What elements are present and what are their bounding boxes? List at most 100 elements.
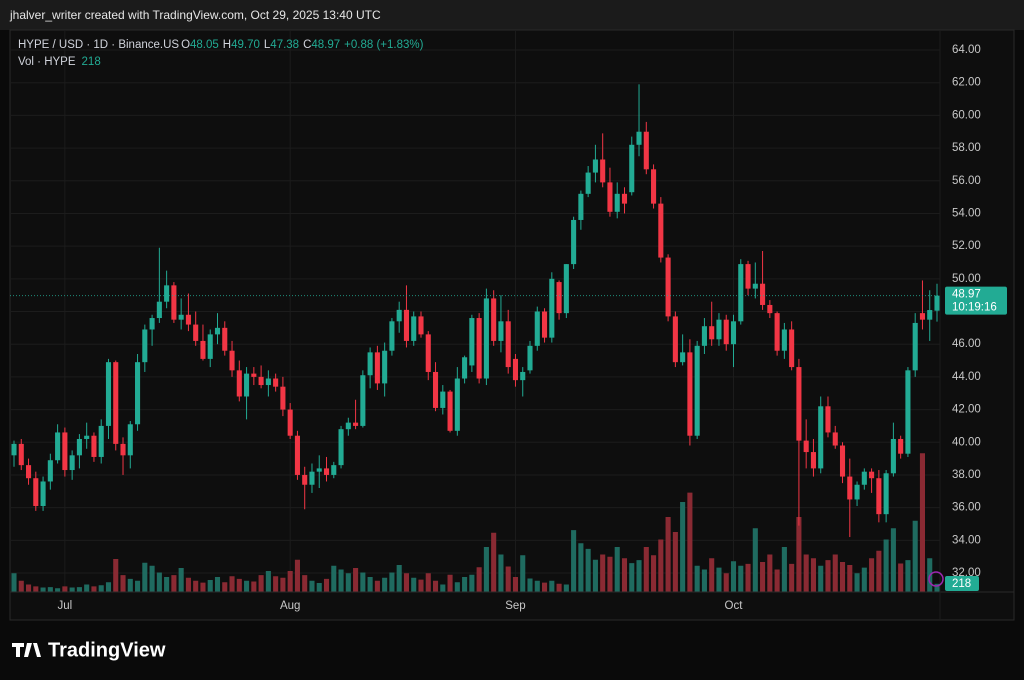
volume-bar — [251, 581, 257, 592]
candle-body — [47, 460, 53, 482]
price-tag-value: 48.97 — [952, 289, 981, 301]
volume-bar — [244, 580, 250, 592]
volume-bar — [447, 574, 453, 592]
candle-body — [621, 193, 628, 204]
candle-body — [854, 484, 860, 500]
overlay: 32.0034.0036.0038.0040.0042.0044.0046.00… — [10, 30, 1014, 620]
candle-body — [571, 219, 577, 265]
candle-body — [229, 350, 235, 371]
volume-bar — [869, 558, 875, 592]
candle-body — [353, 422, 359, 426]
candle-body — [658, 203, 664, 258]
volume-bar — [127, 578, 133, 592]
volume-title: Vol · HYPE — [18, 56, 76, 68]
x-tick-label: Jul — [58, 600, 73, 612]
volume-bar — [265, 571, 271, 592]
volume-bar — [69, 587, 75, 592]
candle-body — [520, 371, 526, 381]
volume-bar — [33, 586, 39, 592]
candle-body — [614, 193, 620, 212]
legend-key: L — [264, 39, 271, 51]
volume-bar — [781, 547, 787, 592]
candle-body — [33, 478, 39, 506]
volume-bar — [62, 586, 68, 592]
candle-body — [309, 471, 315, 485]
candle-body — [432, 371, 439, 408]
volume-bar — [876, 550, 882, 592]
candle-body — [403, 309, 410, 341]
volume-bar — [273, 576, 279, 592]
candle-body — [244, 373, 250, 397]
y-tick-label: 36.00 — [952, 502, 981, 514]
candle-body — [723, 319, 729, 345]
volume-bar — [229, 576, 235, 592]
volume-bar — [861, 567, 867, 592]
candle-body — [600, 159, 606, 183]
candle-body — [40, 481, 46, 506]
volume-bar — [360, 572, 366, 592]
volume-bar — [839, 562, 846, 592]
volume-last: 218 — [82, 56, 101, 68]
volume-bar — [302, 575, 308, 592]
volume-bar — [498, 554, 504, 592]
chart-panel — [9, 29, 1015, 621]
y-tick-label: 50.00 — [952, 273, 981, 285]
volume-bar — [701, 569, 707, 592]
volume-bar — [236, 578, 242, 592]
candle-body — [839, 445, 846, 477]
volume-tag-value: 218 — [952, 578, 971, 590]
candle-body — [18, 443, 24, 466]
legend-change: +0.88 (+1.83%) — [344, 39, 423, 51]
candle-body — [512, 358, 519, 381]
candle-body — [578, 193, 584, 220]
candle-body — [796, 367, 802, 441]
volume-bar — [716, 567, 722, 592]
y-tick-label: 52.00 — [952, 240, 981, 252]
candle-body — [105, 362, 112, 426]
volume-bar — [185, 577, 191, 592]
candle-body — [847, 476, 853, 500]
volume-bar — [527, 578, 533, 592]
volume-bar — [142, 562, 148, 592]
candle-body — [869, 471, 875, 479]
candle-body — [534, 311, 540, 346]
volume-bar — [331, 565, 337, 592]
volume-bar — [890, 528, 896, 592]
candle-body — [425, 334, 431, 372]
volume-bar — [287, 571, 293, 592]
candle-body — [607, 182, 613, 212]
candle-body — [222, 327, 228, 351]
candle-body — [367, 352, 373, 376]
y-tick-label: 56.00 — [952, 175, 981, 187]
candle-body — [563, 264, 569, 314]
volume-bar — [818, 565, 824, 592]
volume-bar — [760, 562, 766, 592]
candle-body — [127, 424, 133, 456]
candle-body — [890, 438, 896, 474]
volume-bar — [25, 584, 32, 592]
volume-bar — [709, 558, 715, 592]
candle-body — [374, 352, 380, 384]
price-tag — [945, 286, 1007, 315]
volume-bar — [454, 582, 460, 592]
volume-bar — [98, 585, 104, 592]
x-tick-label: Sep — [505, 600, 525, 612]
candle-body — [113, 362, 119, 444]
volume-bar — [592, 559, 598, 592]
volume-bar — [374, 580, 380, 592]
volume-bar — [309, 580, 315, 592]
volume-bar — [730, 561, 737, 592]
y-tick-label: 62.00 — [952, 77, 981, 89]
volume-bar — [847, 565, 853, 592]
candle-body — [767, 304, 773, 314]
volume-bar — [345, 573, 351, 592]
volume-bar — [789, 563, 795, 592]
candle-body — [258, 376, 264, 386]
volume-bar — [193, 580, 199, 592]
legend-open: 48.05 — [190, 39, 219, 51]
candle-body — [919, 313, 926, 320]
candle-body — [905, 370, 911, 454]
volume-bar — [462, 577, 468, 592]
candle-body — [185, 314, 191, 325]
candle-body — [287, 409, 293, 436]
